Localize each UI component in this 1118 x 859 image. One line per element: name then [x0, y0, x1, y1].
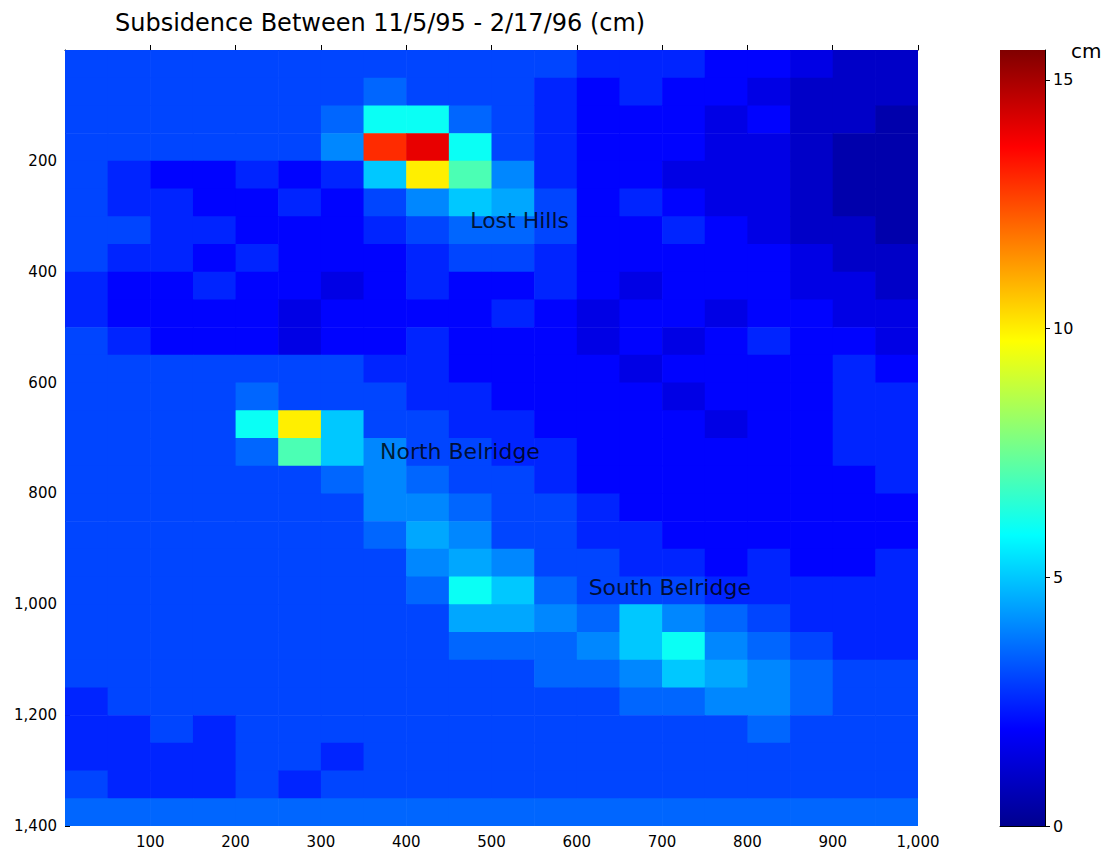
svg-text:300: 300	[307, 833, 336, 851]
svg-text:10: 10	[1053, 319, 1073, 338]
svg-text:800: 800	[733, 833, 762, 851]
svg-text:900: 900	[818, 833, 847, 851]
svg-text:South Belridge: South Belridge	[589, 575, 751, 600]
svg-text:700: 700	[648, 833, 677, 851]
svg-text:15: 15	[1053, 70, 1073, 89]
svg-text:400: 400	[28, 263, 57, 281]
svg-text:400: 400	[392, 833, 421, 851]
svg-text:1,200: 1,200	[14, 706, 57, 724]
svg-text:0: 0	[1053, 817, 1063, 836]
svg-text:1,400: 1,400	[14, 817, 57, 835]
svg-text:800: 800	[28, 484, 57, 502]
svg-text:100: 100	[136, 833, 165, 851]
svg-text:Subsidence Between 11/5/95 - 2: Subsidence Between 11/5/95 - 2/17/96 (cm…	[115, 9, 645, 37]
svg-text:600: 600	[28, 374, 57, 392]
svg-text:500: 500	[477, 833, 506, 851]
svg-text:1,000: 1,000	[897, 833, 940, 851]
svg-text:cm: cm	[1071, 39, 1101, 63]
svg-text:North Belridge: North Belridge	[380, 439, 540, 464]
svg-text:600: 600	[562, 833, 591, 851]
svg-text:1,000: 1,000	[14, 595, 57, 613]
svg-text:5: 5	[1053, 568, 1063, 587]
svg-text:200: 200	[221, 833, 250, 851]
svg-text:Lost Hills: Lost Hills	[470, 208, 569, 233]
svg-text:200: 200	[28, 152, 57, 170]
